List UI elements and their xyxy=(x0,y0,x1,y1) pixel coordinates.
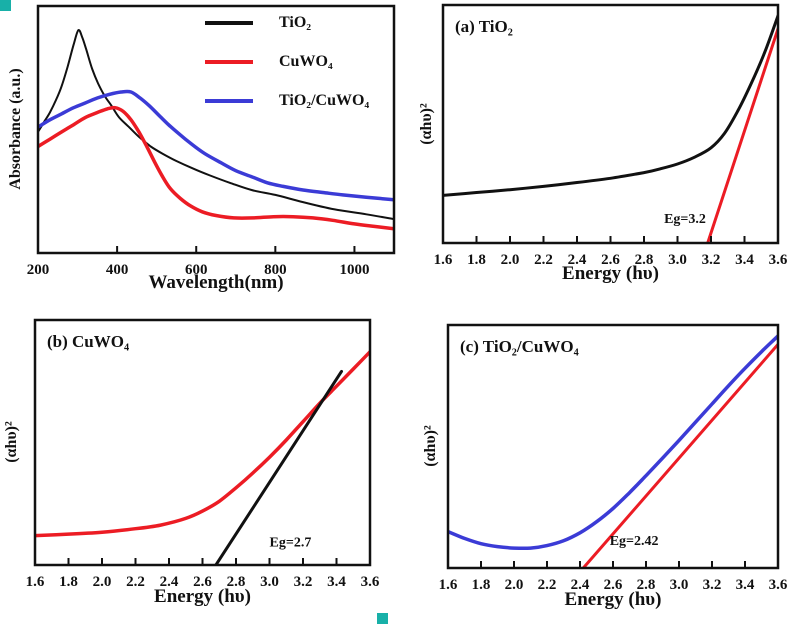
legend-label-cuwo4: CuWO₄ xyxy=(279,53,333,70)
x-tick-label: 2.4 xyxy=(571,577,590,593)
panel-tauc-cuwo4: 1.6 1.8 2.0 2.2 2.4 2.6 2.8 3.0 3.2 3.4 3.6 (b) CuW… xyxy=(0,315,400,625)
legend-swatch-tio2 xyxy=(205,21,253,25)
band-gap-annotation: Eg=2.7 xyxy=(270,536,312,551)
panel-label: (a) TiO₂ xyxy=(455,17,513,36)
tauc-tio2-cuwo4-chart: 1.6 1.8 2.0 2.2 2.4 2.6 2.8 3.0 3.2 3.4 3.6 (c) TiO… xyxy=(439,323,787,593)
y-axis-label: (αhυ)² xyxy=(3,421,20,463)
legend-label-tio2-cuwo4: TiO₂/CuWO₄ xyxy=(279,92,370,109)
x-tick-label: 3.2 xyxy=(294,574,313,590)
x-tick-label: 3.6 xyxy=(361,574,380,590)
legend-item-tio2: TiO₂ xyxy=(205,12,369,34)
x-tick-label: 2.4 xyxy=(568,252,587,268)
series-line-1 xyxy=(214,369,343,565)
series-line-0 xyxy=(443,14,778,197)
series-line-1 xyxy=(38,105,394,231)
selection-handle-top-left[interactable] xyxy=(0,0,11,11)
panel-tauc-tio2: 1.6 1.8 2.0 2.2 2.4 2.6 2.8 3.0 3.2 3.4 3.6 (a) TiO… xyxy=(415,0,787,300)
x-tick-label: 3.0 xyxy=(670,577,689,593)
series-line-1 xyxy=(581,342,778,568)
tauc-cuwo4-chart: 1.6 1.8 2.0 2.2 2.4 2.6 2.8 3.0 3.2 3.4 3.6 (b) CuW… xyxy=(26,318,380,590)
x-tick-label: 3.4 xyxy=(327,574,346,590)
x-tick-label: 2.0 xyxy=(93,574,112,590)
x-tick-label: 2.6 xyxy=(193,574,212,590)
legend-item-tio2-cuwo4: TiO₂/CuWO₄ xyxy=(205,90,369,112)
legend-swatch-cuwo4 xyxy=(205,60,253,64)
x-tick-label: 3.0 xyxy=(668,252,687,268)
x-axis-label: Energy (hυ) xyxy=(562,263,659,284)
x-tick-label: 800 xyxy=(264,262,287,278)
x-tick-label: 1.8 xyxy=(59,574,78,590)
x-tick-label: 2.8 xyxy=(635,252,654,268)
x-tick-label: 2.4 xyxy=(160,574,179,590)
legend-item-cuwo4: CuWO₄ xyxy=(205,51,369,73)
panel-label: (c) TiO₂/CuWO₄ xyxy=(460,337,579,356)
x-tick-label: 2.2 xyxy=(534,252,553,268)
plot-border xyxy=(441,3,780,245)
x-tick-label: 3.6 xyxy=(769,252,787,268)
panel-absorbance: 200 400 600 800 1000 Wavelength(nm) Absorban… xyxy=(0,0,400,305)
x-tick-label: 2.8 xyxy=(637,577,656,593)
x-tick-label: 1.6 xyxy=(26,574,45,590)
series-line-2 xyxy=(38,89,394,202)
x-axis-label: Energy (hυ) xyxy=(564,589,662,610)
selection-handle-bottom-center[interactable] xyxy=(377,613,388,624)
x-tick-label: 1.6 xyxy=(439,577,458,593)
y-axis-label: (αhυ)² xyxy=(422,425,439,467)
legend-swatch-tio2-cuwo4 xyxy=(205,99,253,103)
x-tick-label: 2.0 xyxy=(505,577,524,593)
x-tick-label: 3.6 xyxy=(769,577,787,593)
x-tick-label: 600 xyxy=(185,262,208,278)
x-tick-label: 1.8 xyxy=(472,577,491,593)
x-tick-label: 2.2 xyxy=(126,574,145,590)
x-tick-label: 2.6 xyxy=(604,577,623,593)
x-tick-label: 3.2 xyxy=(702,252,721,268)
plot-curves xyxy=(443,14,778,243)
legend-label-tio2: TiO₂ xyxy=(279,14,312,31)
x-tick-label: 2.8 xyxy=(227,574,246,590)
y-axis-label: (αhυ)² xyxy=(418,103,435,145)
x-tick-label: 1.6 xyxy=(434,252,453,268)
x-tick-label: 1000 xyxy=(339,262,369,278)
x-tick-label: 400 xyxy=(106,262,129,278)
plot-border xyxy=(33,318,372,567)
series-line-1 xyxy=(706,27,778,243)
band-gap-annotation: Eg=2.42 xyxy=(610,534,659,549)
x-tick-label: 2.6 xyxy=(601,252,620,268)
series-line-0 xyxy=(35,350,370,538)
x-tick-label: 2.2 xyxy=(538,577,557,593)
y-axis-label: Absorbance (a.u.) xyxy=(7,68,24,190)
panel-tauc-tio2-cuwo4: 1.6 1.8 2.0 2.2 2.4 2.6 2.8 3.0 3.2 3.4 3.6 (c) TiO… xyxy=(405,315,787,625)
plot-border xyxy=(36,4,396,255)
x-tick-label: 2.0 xyxy=(501,252,520,268)
x-tick-label: 3.4 xyxy=(735,252,754,268)
plot-curves xyxy=(35,350,370,565)
x-axis-label: Wavelength(nm) xyxy=(148,272,284,293)
x-tick-label: 3.2 xyxy=(703,577,722,593)
band-gap-annotation: Eg=3.2 xyxy=(664,212,706,227)
plot-border xyxy=(446,323,780,570)
x-tick-label: 200 xyxy=(27,262,50,278)
series-line-0 xyxy=(38,29,394,221)
plot-curves xyxy=(38,29,394,231)
panel-label: (b) CuWO₄ xyxy=(47,332,129,351)
x-tick-label: 1.8 xyxy=(467,252,486,268)
series-line-0 xyxy=(448,334,778,551)
tauc-tio2-chart: 1.6 1.8 2.0 2.2 2.4 2.6 2.8 3.0 3.2 3.4 3.6 (a) TiO… xyxy=(434,3,787,268)
legend: TiO₂ CuWO₄ TiO₂/CuWO₄ xyxy=(205,12,369,112)
x-tick-label: 3.0 xyxy=(260,574,279,590)
x-axis-label: Energy (hυ) xyxy=(154,586,251,607)
x-tick-label: 3.4 xyxy=(736,577,755,593)
absorbance-chart: 200 400 600 800 1000 xyxy=(27,4,396,278)
plot-curves xyxy=(448,334,778,568)
